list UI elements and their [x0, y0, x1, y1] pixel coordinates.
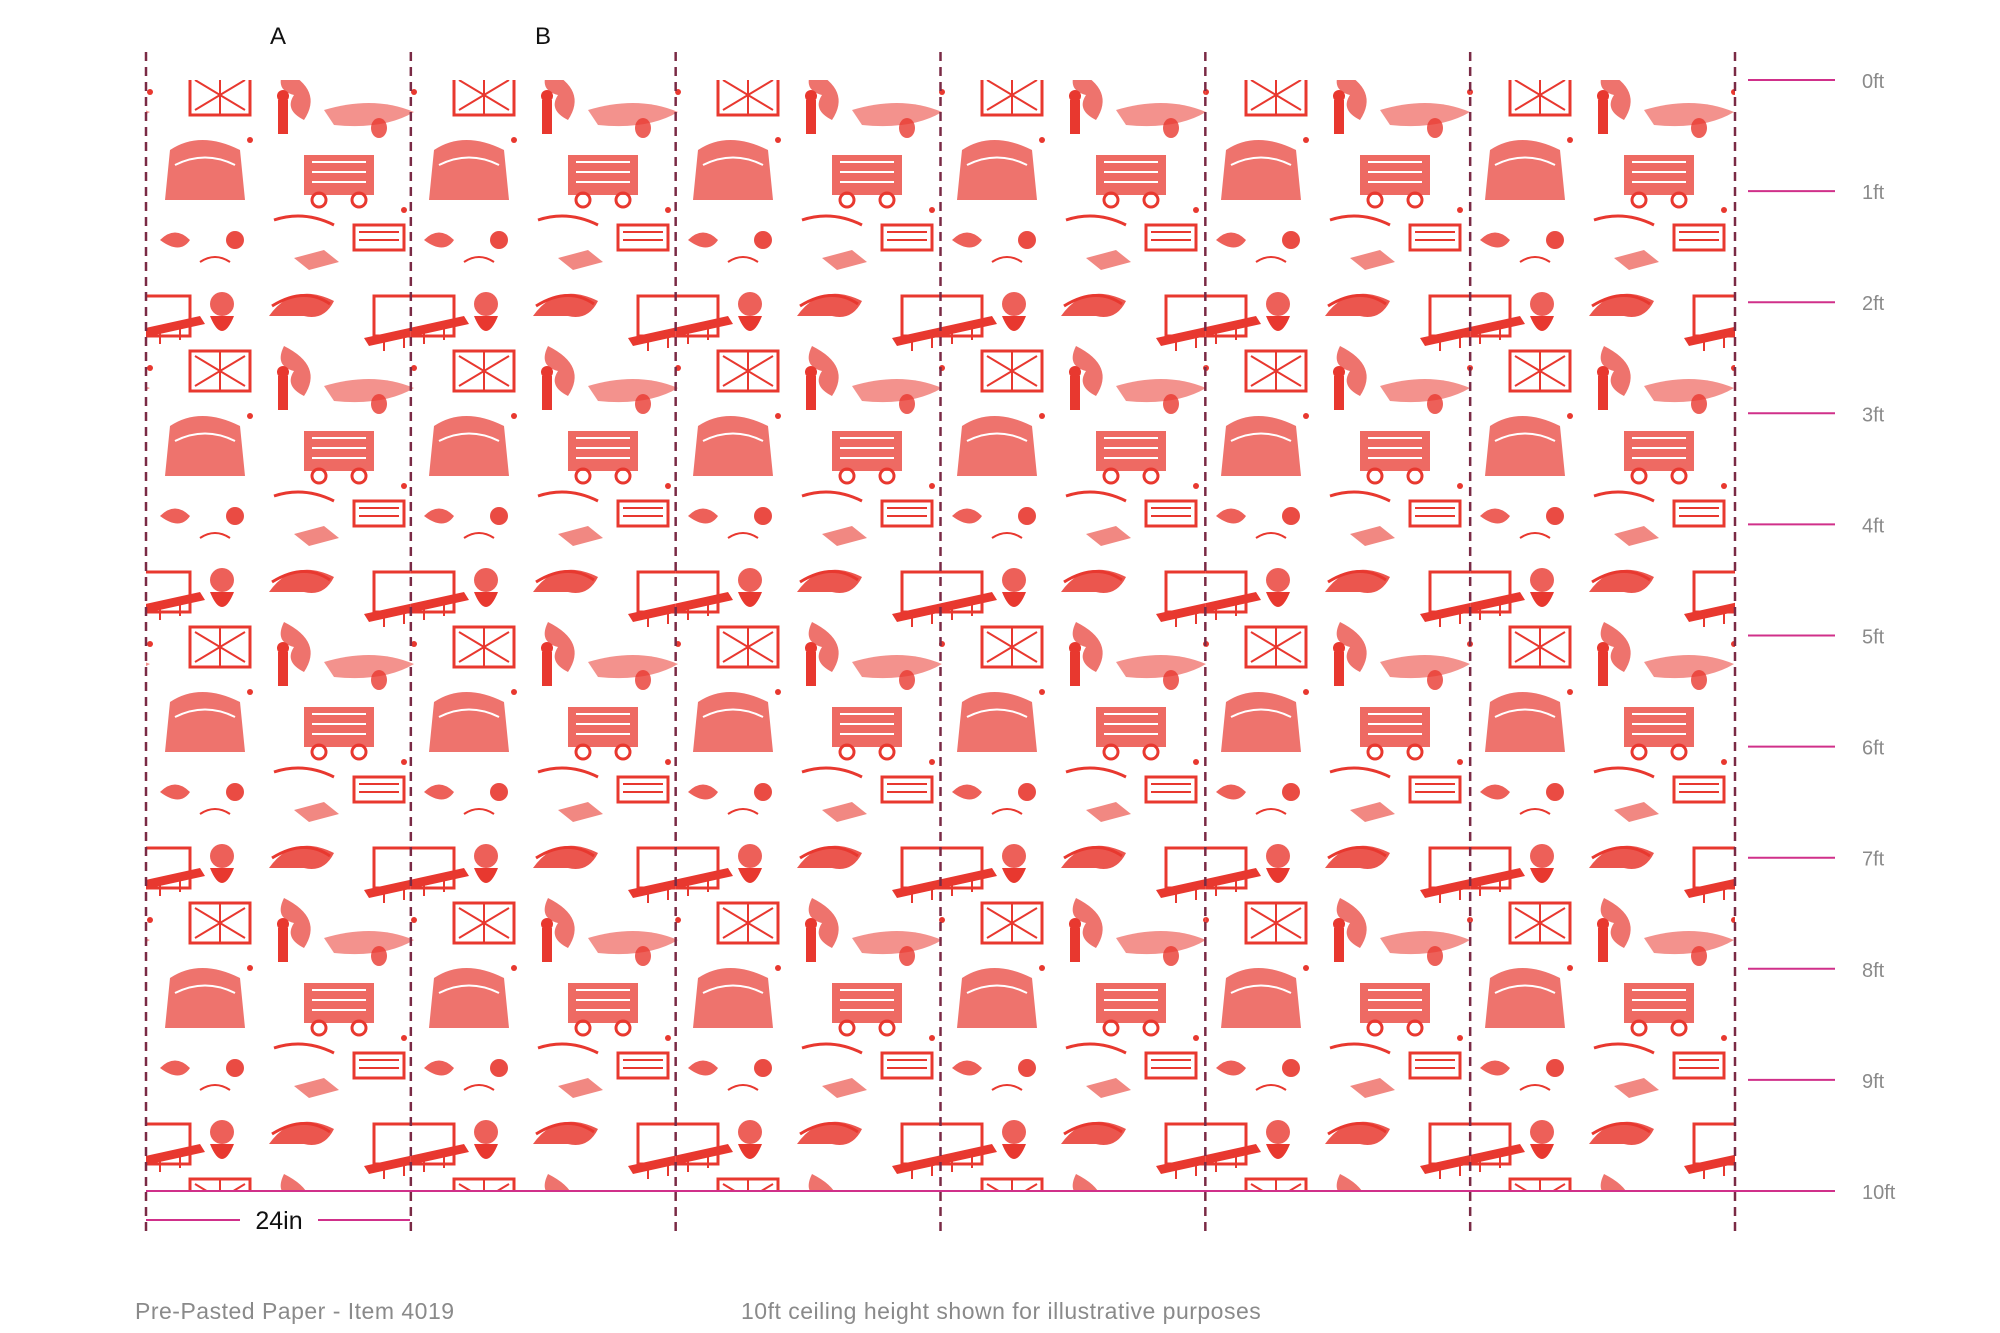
wallpaper-panel-4 — [940, 80, 1206, 1191]
panel-label-a: A — [270, 23, 286, 50]
height-tick-label: 8ft — [1862, 960, 1885, 982]
height-tick-label: 6ft — [1862, 738, 1885, 760]
height-tick-label: 5ft — [1862, 627, 1885, 649]
ceiling-note: 10ft ceiling height shown for illustrati… — [741, 1298, 1262, 1324]
height-tick-label: 2ft — [1862, 293, 1885, 315]
wallpaper-panel-1 — [146, 80, 411, 1191]
height-tick-label: 9ft — [1862, 1071, 1885, 1093]
height-tick-label: 1ft — [1862, 182, 1885, 204]
height-tick-label: 3ft — [1862, 404, 1885, 426]
height-tick-label: 0ft — [1862, 71, 1885, 93]
wallpaper-panel-2 — [410, 80, 676, 1191]
panel-label-b: B — [535, 23, 551, 50]
wallpaper-panel-6 — [1470, 80, 1735, 1191]
height-tick-label: 4ft — [1862, 515, 1885, 537]
height-tick-label: 10ft — [1862, 1182, 1896, 1204]
wallpaper-panels — [146, 80, 1735, 1191]
wallpaper-panel-5 — [1205, 80, 1471, 1191]
width-label: 24in — [255, 1207, 302, 1235]
panel-dividers — [144, 52, 1737, 1232]
height-scale: 0ft 1ft 2ft 3ft 4ft 5ft 6ft 7ft 8ft 9ft 10ft — [1735, 71, 1896, 1204]
height-tick-label: 7ft — [1862, 849, 1885, 871]
wallpaper-panel-3 — [675, 80, 941, 1191]
product-caption: Pre-Pasted Paper - Item 4019 — [135, 1298, 455, 1324]
